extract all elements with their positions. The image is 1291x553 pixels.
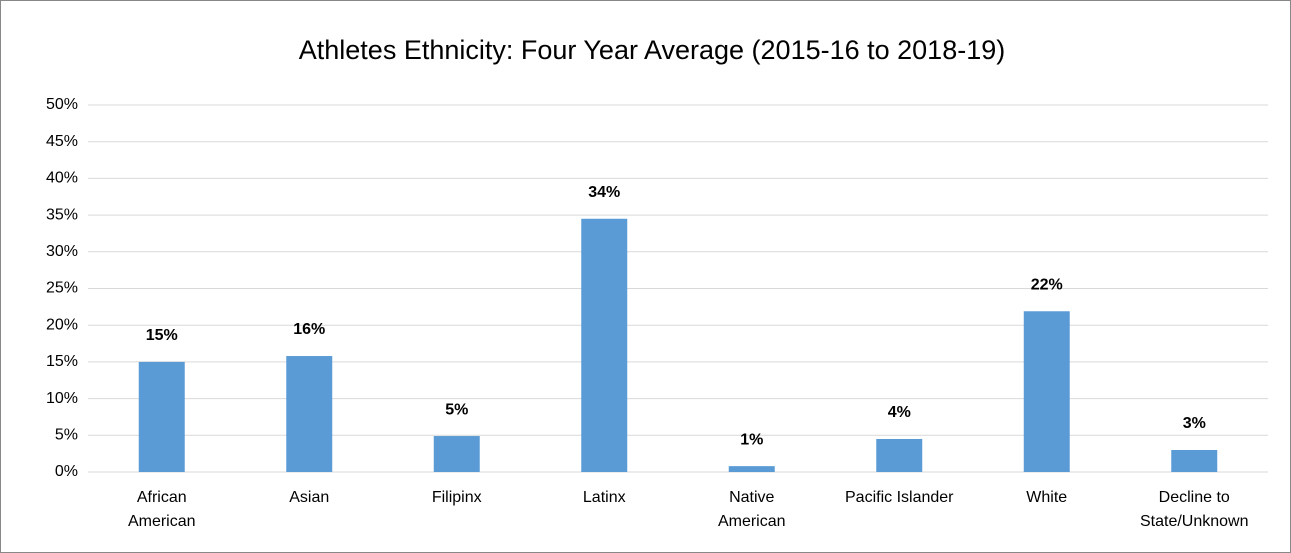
y-tick-label: 10% — [46, 390, 78, 407]
x-tick-label: White — [1026, 489, 1068, 506]
value-label: 5% — [445, 401, 468, 418]
bar — [876, 438, 923, 472]
bar — [1023, 311, 1070, 472]
y-tick-label: 50% — [46, 96, 78, 113]
y-tick-label: 45% — [46, 133, 78, 150]
bar — [728, 466, 775, 472]
x-tick-label: Native American — [717, 489, 786, 530]
value-label: 3% — [1183, 415, 1206, 432]
y-tick-label: 40% — [46, 170, 78, 187]
value-label: 16% — [293, 321, 325, 338]
value-label: 1% — [740, 431, 763, 448]
bar — [1171, 449, 1218, 472]
x-tick-label: Pacific Islander — [845, 489, 954, 506]
y-tick-label: 20% — [46, 316, 78, 333]
value-label: 22% — [1031, 276, 1063, 293]
y-tick-label: 5% — [55, 427, 78, 444]
bar — [286, 356, 333, 472]
bar — [581, 218, 628, 472]
y-tick-label: 0% — [55, 463, 78, 480]
x-tick-label: Asian — [289, 489, 330, 506]
x-tick-label: Decline to State/Unknown — [1139, 489, 1249, 530]
y-tick-label: 30% — [46, 243, 78, 260]
x-tick-label: African American — [127, 489, 196, 530]
bar — [138, 361, 185, 472]
y-tick-label: 15% — [46, 353, 78, 370]
y-tick-label: 25% — [46, 280, 78, 297]
value-label: 34% — [588, 184, 620, 201]
x-tick-label: Latinx — [582, 489, 626, 506]
y-tick-label: 35% — [46, 206, 78, 223]
bar — [433, 436, 480, 472]
value-label: 15% — [146, 327, 178, 344]
x-tick-label: Filipinx — [431, 489, 482, 506]
value-label: 4% — [888, 404, 911, 421]
chart-title: Athletes Ethnicity: Four Year Average (2… — [299, 35, 1005, 65]
